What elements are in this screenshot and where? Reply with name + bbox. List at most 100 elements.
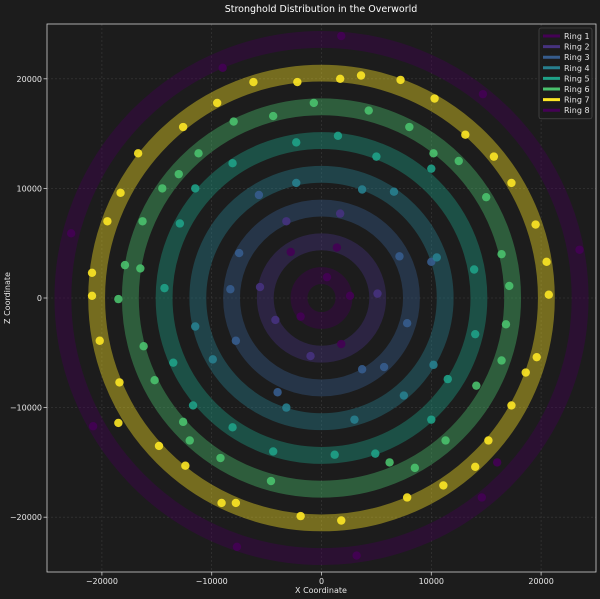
- y-axis-label: Z Coordinate: [3, 272, 12, 324]
- stronghold-point-ring-6: [429, 149, 438, 158]
- stronghold-point-ring-4: [350, 415, 359, 424]
- ring-band-4: [189, 165, 454, 431]
- stronghold-point-ring-8: [492, 458, 502, 467]
- stronghold-point-ring-8: [218, 63, 227, 73]
- stronghold-point-ring-4: [389, 187, 399, 196]
- stronghold-point-ring-7: [87, 291, 97, 301]
- stronghold-point-ring-5: [175, 219, 185, 228]
- stronghold-point-ring-7: [212, 98, 222, 108]
- legend-label-ring-1: Ring 1: [564, 32, 590, 41]
- legend-label-ring-2: Ring 2: [564, 43, 590, 52]
- stronghold-point-ring-7: [95, 336, 104, 345]
- stronghold-point-ring-7: [402, 493, 412, 502]
- stronghold-point-ring-6: [194, 149, 203, 158]
- stronghold-point-ring-4: [282, 403, 291, 412]
- stronghold-point-ring-7: [87, 268, 97, 277]
- stronghold-point-ring-7: [489, 152, 499, 161]
- x-axis-ticks: −20000 −10000 0 10000 20000: [86, 572, 554, 586]
- stronghold-point-ring-6: [364, 106, 373, 115]
- y-axis-ticks: −20000 −10000 0 10000 20000: [10, 75, 47, 522]
- stronghold-point-ring-6: [410, 463, 420, 473]
- stronghold-point-ring-1: [332, 243, 342, 252]
- stronghold-point-ring-6: [216, 453, 225, 463]
- stronghold-point-ring-4: [208, 355, 217, 364]
- stronghold-point-ring-4: [191, 322, 200, 331]
- stronghold-point-ring-5: [228, 158, 237, 168]
- y-tick-label: −20000: [10, 513, 42, 522]
- stronghold-point-ring-5: [188, 401, 198, 410]
- stronghold-point-ring-6: [114, 294, 123, 304]
- stronghold-point-ring-1: [337, 339, 346, 349]
- stronghold-point-ring-6: [501, 320, 511, 329]
- stronghold-point-ring-7: [249, 77, 258, 87]
- stronghold-point-ring-7: [507, 401, 516, 410]
- ring-band-1: [290, 267, 353, 329]
- legend-label-ring-6: Ring 6: [564, 85, 590, 94]
- stronghold-point-ring-5: [191, 184, 200, 193]
- grid: [47, 24, 596, 572]
- stronghold-point-ring-8: [575, 245, 584, 254]
- stronghold-point-ring-7: [178, 122, 188, 132]
- stronghold-point-ring-7: [154, 441, 164, 451]
- stronghold-point-ring-1: [345, 291, 355, 301]
- stronghold-point-ring-5: [292, 138, 301, 147]
- stronghold-point-ring-8: [337, 31, 346, 41]
- y-tick-label: 10000: [17, 184, 42, 193]
- ring-band-3: [223, 199, 420, 397]
- stronghold-point-ring-5: [268, 447, 278, 456]
- stronghold-point-ring-2: [335, 209, 345, 218]
- stronghold-point-ring-5: [228, 423, 237, 432]
- stronghold-point-ring-7: [114, 418, 123, 428]
- stronghold-point-ring-3: [402, 319, 412, 328]
- stronghold-point-ring-5: [427, 415, 436, 424]
- stronghold-point-ring-8: [477, 493, 487, 502]
- stronghold-point-ring-7: [471, 462, 480, 471]
- stronghold-point-ring-5: [160, 283, 169, 293]
- stronghold-point-ring-4: [292, 178, 301, 188]
- stronghold-point-ring-6: [454, 156, 463, 166]
- stronghold-point-ring-3: [254, 190, 264, 200]
- chart-title: Stronghold Distribution in the Overworld: [225, 4, 418, 15]
- stronghold-point-ring-7: [484, 436, 493, 445]
- stronghold-point-ring-7: [133, 149, 143, 158]
- stronghold-point-ring-3: [231, 336, 241, 345]
- stronghold-point-ring-5: [330, 450, 339, 459]
- ring-band-5: [155, 132, 488, 464]
- stronghold-point-ring-6: [229, 117, 238, 126]
- stronghold-point-ring-5: [371, 449, 380, 458]
- stronghold-point-ring-7: [103, 217, 112, 226]
- plot-area: [46, 23, 597, 573]
- stronghold-point-ring-8: [478, 89, 488, 99]
- x-tick-label: 20000: [528, 577, 553, 586]
- x-tick-label: −20000: [86, 577, 118, 586]
- stronghold-point-ring-6: [138, 217, 147, 226]
- stronghold-point-ring-1: [286, 247, 295, 257]
- stronghold-point-ring-3: [395, 252, 404, 261]
- x-tick-label: 0: [319, 577, 324, 586]
- stronghold-point-ring-7: [181, 461, 190, 470]
- stronghold-point-ring-7: [293, 77, 302, 87]
- stronghold-point-ring-3: [234, 248, 244, 258]
- stronghold-point-ring-7: [335, 74, 345, 84]
- stronghold-point-ring-6: [385, 458, 394, 467]
- y-tick-label: −10000: [10, 404, 42, 413]
- stronghold-point-ring-7: [532, 352, 541, 362]
- stronghold-point-ring-3: [357, 365, 367, 374]
- stronghold-point-ring-1: [296, 312, 305, 321]
- legend-label-ring-4: Ring 4: [564, 64, 590, 73]
- stronghold-point-ring-4: [399, 391, 409, 400]
- stronghold-point-ring-4: [429, 360, 438, 370]
- ring-band-8: [54, 30, 589, 566]
- stronghold-point-ring-2: [282, 217, 291, 226]
- stronghold-point-ring-7: [116, 188, 125, 197]
- y-tick-label: 20000: [17, 75, 42, 84]
- stronghold-point-ring-5: [372, 152, 381, 161]
- stronghold-point-ring-8: [66, 229, 76, 238]
- stronghold-point-ring-6: [441, 436, 450, 445]
- stronghold-point-ring-2: [255, 282, 265, 292]
- stronghold-point-ring-6: [268, 111, 278, 121]
- x-tick-label: 10000: [419, 577, 444, 586]
- stronghold-point-ring-6: [309, 98, 319, 108]
